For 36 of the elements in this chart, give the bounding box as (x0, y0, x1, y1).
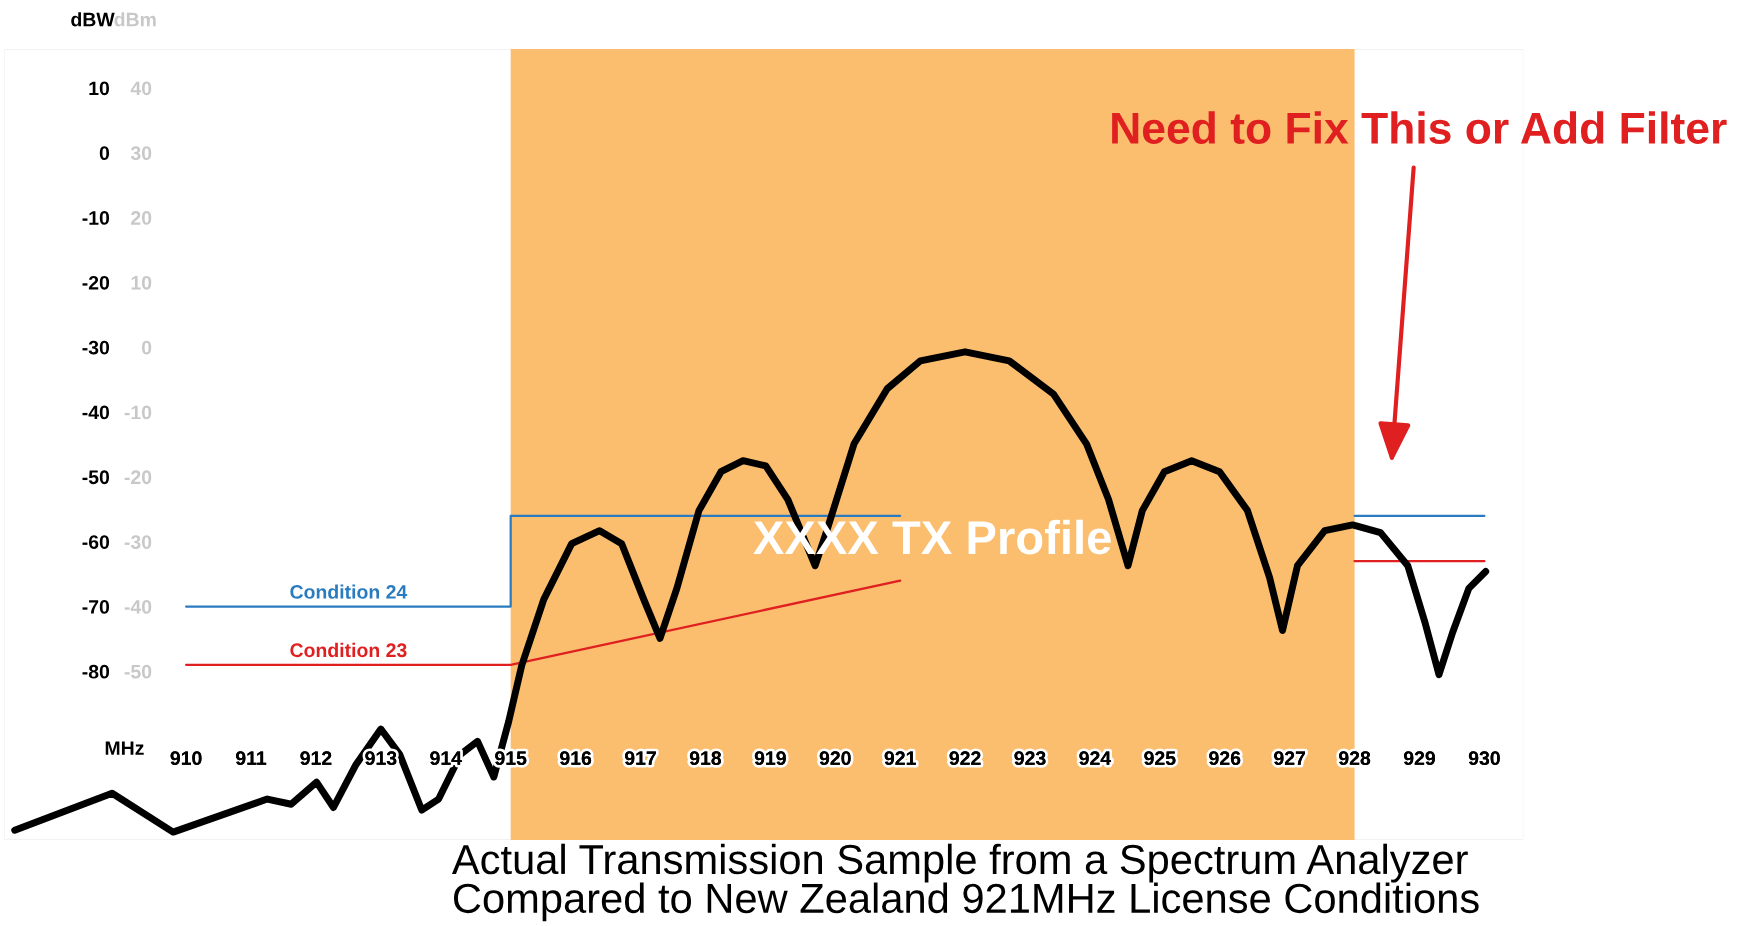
y-tick-label: -20 (82, 275, 110, 290)
y-tick-label: -60 (82, 535, 110, 549)
x-tick-label: 921 (884, 751, 916, 766)
x-tick-label: 912 (300, 751, 332, 766)
x-tick-label: 920 (819, 751, 851, 766)
x-tick-label: 919 (754, 751, 786, 766)
series-label: Condition 23 (290, 642, 407, 658)
series-label: Condition 24 (290, 584, 408, 599)
x-tick-label: 916 (560, 751, 592, 766)
annotation: Need to Fix This or Add Filter (1112, 111, 1727, 145)
y-tick-label: -10 (82, 211, 110, 225)
y-tick-label: -50 (82, 470, 110, 485)
x-axis-title: MHz (105, 741, 144, 755)
x-tick-label: 917 (624, 751, 656, 766)
text: Actual Transmission Sample from a Spectrum Analyzer Compared to New Zealand 921MHz License Conditions (451, 843, 1479, 922)
x-tick-label: 928 (1339, 751, 1371, 766)
x-tick-label: 923 (1014, 751, 1046, 766)
y-tick-label: -80 (82, 664, 110, 679)
x-tick-label: 926 (1209, 751, 1241, 766)
x-tick-label: 918 (689, 751, 722, 766)
x-tick-label: 911 (236, 751, 267, 766)
x-tick-label: 925 (1144, 751, 1176, 766)
y-tick-label: 10 (89, 81, 110, 96)
x-tick-label: 922 (949, 751, 981, 766)
x-tick-label: 910 (170, 751, 202, 766)
x-tick-label: 930 (1468, 751, 1500, 766)
y2-axis-title: dBm (114, 12, 156, 27)
x-tick-label: 913 (365, 751, 397, 766)
y-axis-title: dBW (71, 12, 115, 27)
y-tick-label: 0 (99, 146, 110, 161)
y-tick-label: -70 (82, 600, 110, 614)
x-tick-label: 924 (1079, 751, 1112, 766)
y-tick-label: -30 (82, 340, 110, 355)
x-tick-label: 929 (1403, 751, 1435, 766)
x-tick-label: 927 (1274, 751, 1306, 766)
y-tick-label: -40 (82, 405, 110, 420)
